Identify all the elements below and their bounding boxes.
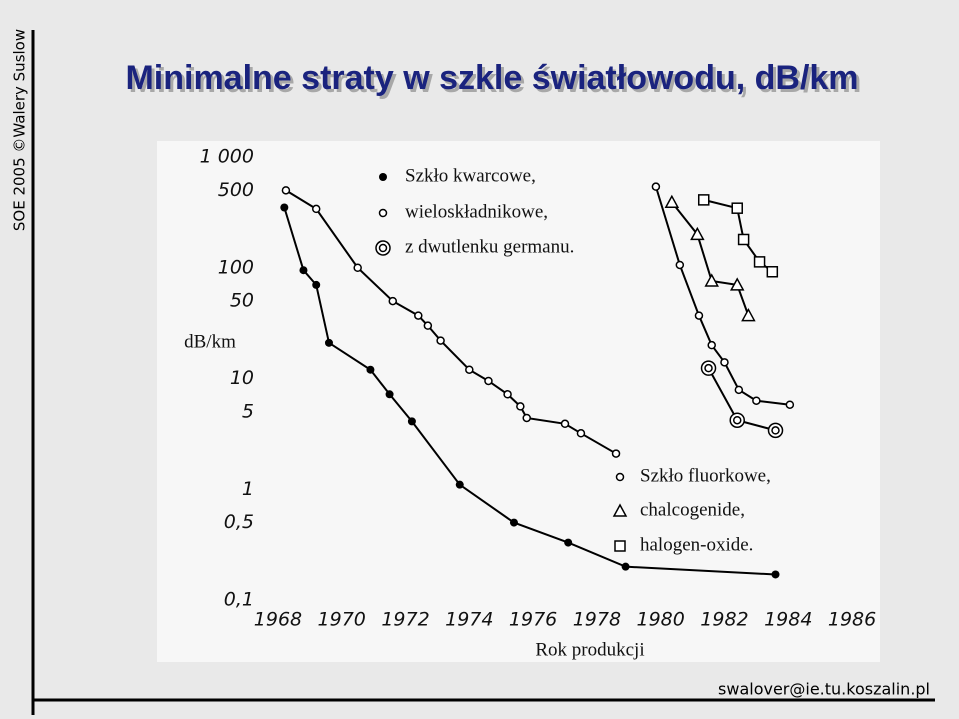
- data-point: [436, 336, 445, 345]
- y-tick-label: 500: [218, 179, 254, 201]
- x-tick-label: 1972: [381, 609, 429, 631]
- legend-label: chalcogenide,: [640, 499, 745, 520]
- data-point: [423, 321, 433, 330]
- data-point: [299, 266, 308, 275]
- legend-marker: [612, 503, 628, 517]
- data-point: [484, 376, 493, 386]
- x-tick-label: 1976: [509, 609, 557, 631]
- data-point: [752, 396, 761, 405]
- data-point: [675, 260, 685, 270]
- data-point: [611, 449, 621, 458]
- data-point: [731, 202, 743, 214]
- data-point: [729, 412, 745, 428]
- data-point: [311, 204, 321, 214]
- data-point: [700, 360, 717, 376]
- data-point: [694, 311, 704, 320]
- data-point: [465, 365, 474, 374]
- data-point: [734, 385, 744, 395]
- x-tick-label: 1986: [828, 609, 876, 631]
- legend-label: halogen-oxide.: [640, 534, 753, 555]
- data-point: [564, 538, 573, 547]
- data-point: [690, 226, 705, 241]
- x-tick-label: 1978: [573, 609, 621, 631]
- data-point: [353, 263, 362, 272]
- data-point: [414, 311, 423, 320]
- legend-marker: [378, 208, 388, 218]
- legend-marker: [614, 540, 626, 552]
- data-point: [576, 429, 586, 438]
- x-axis-label: Rok produkcji: [535, 639, 644, 660]
- data-point: [385, 390, 394, 399]
- data-point: [704, 273, 719, 287]
- marker-ring: [732, 415, 742, 425]
- data-point: [455, 480, 464, 489]
- data-point: [407, 417, 416, 426]
- y-tick-label: 10: [230, 367, 254, 389]
- legend-marker: [615, 472, 625, 482]
- data-point: [503, 390, 512, 399]
- y-tick-label: 1 000: [200, 146, 254, 168]
- marker-ring: [771, 426, 780, 435]
- marker-ring: [704, 363, 713, 373]
- legend-marker: [375, 240, 391, 256]
- data-point: [664, 194, 680, 209]
- data-point: [720, 358, 729, 367]
- data-point: [509, 518, 518, 527]
- data-point: [697, 194, 710, 206]
- data-point: [366, 365, 375, 374]
- y-tick-label: 1: [242, 478, 254, 500]
- data-point: [707, 340, 716, 350]
- data-point: [767, 422, 784, 439]
- data-point: [737, 233, 750, 246]
- data-point: [516, 402, 525, 411]
- y-tick-label: 0,5: [224, 511, 254, 533]
- y-tick-label: 0,1: [224, 589, 254, 611]
- legend-label: wieloskładnikowe,: [405, 201, 548, 222]
- x-tick-label: 1974: [445, 609, 493, 631]
- y-tick-label: 100: [218, 256, 254, 278]
- data-point: [312, 280, 321, 289]
- data-point: [388, 296, 398, 306]
- data-point: [766, 266, 779, 278]
- side-text: SOE 2005 ©Walery Suslow: [11, 29, 29, 231]
- x-tick-label: 1968: [254, 609, 302, 631]
- y-tick-label: 50: [230, 290, 254, 312]
- data-point: [324, 338, 333, 347]
- y-axis-label: dB/km: [184, 331, 236, 352]
- title-shadow: Minimalne straty w szkle światłowodu, dB…: [128, 62, 861, 100]
- x-tick-label: 1980: [637, 609, 685, 631]
- data-point: [741, 308, 756, 322]
- data-point: [621, 562, 630, 571]
- y-tick-label: 5: [242, 400, 254, 422]
- data-point: [785, 400, 795, 409]
- data-point: [771, 570, 780, 579]
- x-tick-label: 1984: [764, 609, 812, 631]
- slide-title: Minimalne straty w szkle światłowodu, dB…: [125, 59, 858, 97]
- data-point: [522, 413, 531, 423]
- x-tick-label: 1982: [700, 609, 748, 631]
- data-point: [651, 182, 661, 191]
- data-point: [560, 419, 570, 429]
- marker-ring: [378, 243, 388, 253]
- x-tick-label: 1970: [318, 609, 366, 631]
- footer: swalover@ie.tu.koszalin.pl: [718, 680, 930, 699]
- data-point: [729, 277, 745, 291]
- legend-marker: [379, 173, 387, 181]
- data-point: [753, 256, 766, 268]
- data-point: [281, 186, 291, 195]
- legend-label: Szkło kwarcowe,: [405, 165, 536, 186]
- legend-label: z dwutlenku germanu.: [405, 236, 574, 257]
- legend-label: Szkło fluorkowe,: [640, 465, 771, 486]
- data-point: [280, 203, 289, 212]
